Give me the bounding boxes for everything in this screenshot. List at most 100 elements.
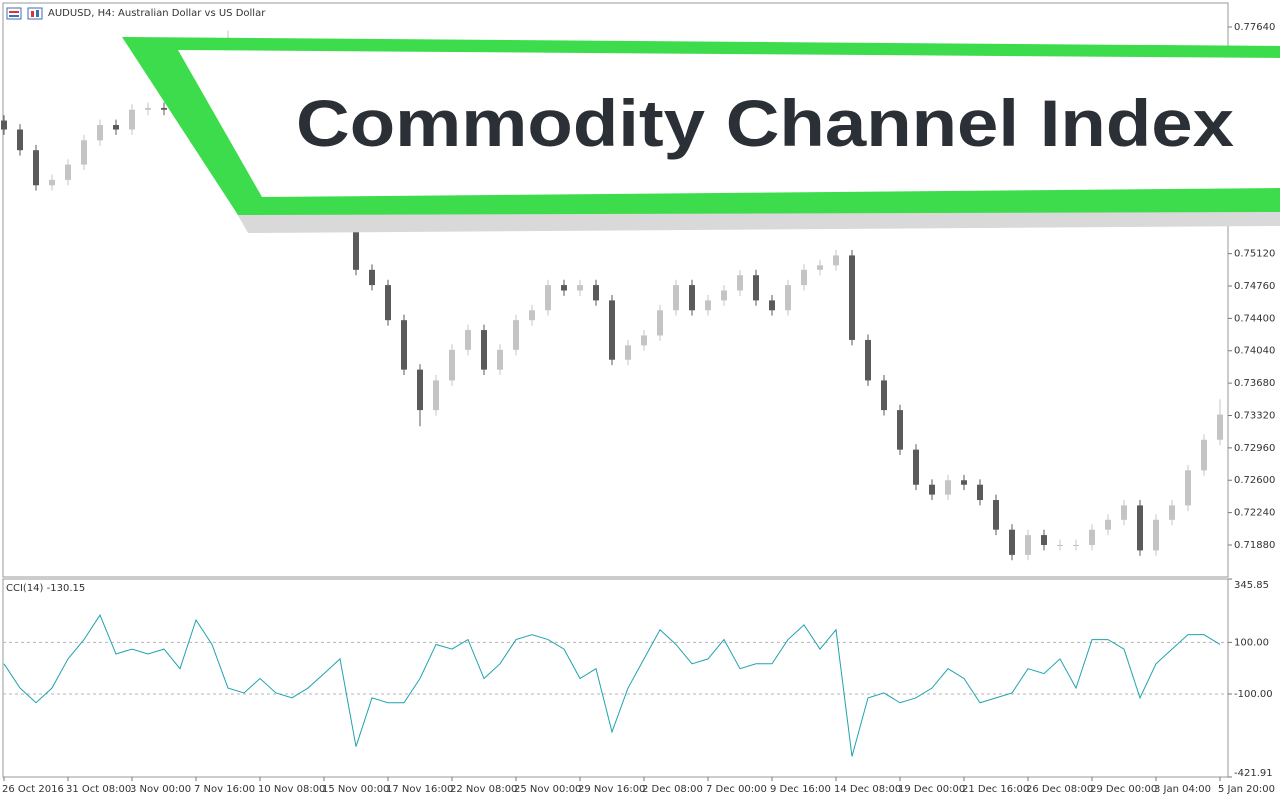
y-tick-label: 0.74400 [1234,313,1275,324]
x-tick-label: 29 Dec 00:00 [1090,784,1157,795]
candle-body [977,484,983,501]
main-frame [2,2,1229,578]
candle-body [1153,519,1159,551]
candle-body [1105,519,1111,530]
indicator-label: CCI(14) -130.15 [6,583,85,594]
candle-body [801,269,807,286]
x-tick-label: 31 Oct 08:00 [66,784,131,795]
candle-body [609,300,615,360]
y-tick-label: 0.71880 [1234,540,1275,551]
banner: Commodity Channel Index [122,37,1280,233]
banner-title: Commodity Channel Index [296,86,1234,160]
x-tick-label: 19 Dec 00:00 [898,784,965,795]
candle-body [385,285,391,321]
candle-body [849,255,855,340]
candle-body [529,310,535,321]
x-tick-label: 3 Jan 04:00 [1154,784,1211,795]
x-tick-label: 29 Nov 16:00 [578,784,645,795]
x-tick-label: 15 Nov 00:00 [322,784,389,795]
y-tick-label: 100.00 [1234,637,1269,648]
candle-body [17,129,23,151]
y-tick-label: 0.73680 [1234,378,1275,389]
x-tick-label: 2 Dec 08:00 [642,784,703,795]
candle-body [721,290,727,301]
candle-body [113,125,119,130]
candle-body [1073,544,1079,546]
y-tick-label: 0.73320 [1234,410,1275,421]
x-tick-label: 10 Nov 08:00 [258,784,325,795]
symbol-label: AUDUSD, H4: Australian Dollar vs US Doll… [48,8,266,19]
candle-body [561,285,567,291]
y-tick-label: 0.77640 [1234,22,1275,33]
x-tick-label: 26 Dec 08:00 [1026,784,1093,795]
candle-body [369,269,375,286]
x-tick-label: 17 Nov 16:00 [386,784,453,795]
candle-body [753,275,759,301]
candle-body [769,300,775,311]
candle-body [1009,529,1015,555]
x-tick-label: 22 Nov 08:00 [450,784,517,795]
candle-body [1089,529,1095,545]
candle-body [33,150,39,186]
candle-body [481,330,487,370]
candle-body [865,339,871,381]
candle-body [1201,439,1207,471]
candle-body [145,107,151,110]
icon [36,10,39,17]
y-tick-label: 0.74760 [1234,281,1275,292]
x-tick-label: 26 Oct 2016 [2,784,64,795]
candle-body [1121,505,1127,520]
candle-body [1169,505,1175,520]
candle-body [1057,544,1063,546]
candle-body [433,380,439,411]
candle-body [1217,414,1223,440]
icon [9,11,19,13]
candle-body [817,265,823,270]
candle-body [705,300,711,311]
x-tick-label: 5 Jan 20:00 [1218,784,1275,795]
candle-body [785,285,791,311]
candle-body [961,480,967,485]
x-tick-label: 7 Dec 00:00 [706,784,767,795]
candle-body [1025,535,1031,555]
candle-body [593,285,599,301]
x-tick-label: 9 Dec 16:00 [770,784,831,795]
x-tick-label: 14 Dec 08:00 [834,784,901,795]
candle-body [497,349,503,370]
candle-body [161,107,167,110]
candle-body [577,285,583,291]
indicator-frame [2,578,1229,778]
candle-body [81,140,87,165]
header: AUDUSD, H4: Australian Dollar vs US Doll… [6,7,266,594]
y-tick-label: 0.72960 [1234,443,1275,454]
candle-body [401,320,407,370]
y-tick-label: 0.72240 [1234,508,1275,519]
candle-body [449,349,455,381]
candle-body [897,410,903,450]
candle-body [881,380,887,411]
candle-body [1185,470,1191,506]
candle-body [945,480,951,495]
candle-body [625,345,631,360]
indicator-name: CCI(14) [6,583,44,594]
y-tick-label: 345.85 [1234,580,1269,591]
candle-body [97,125,103,141]
x-tick-label: 25 Nov 00:00 [514,784,581,795]
candle-body [689,285,695,311]
indicator-value: -130.15 [47,583,86,594]
candle-body [545,285,551,311]
candle-body [465,330,471,350]
candle-body [929,484,935,495]
x-tick-label: 3 Nov 00:00 [130,784,191,795]
candle-body [641,335,647,346]
candle-body [673,285,679,311]
candle-body [1041,535,1047,545]
y-tick-label: 0.72600 [1234,475,1275,486]
candle-body [657,310,663,336]
candle-body [353,214,359,270]
candle-body [1137,505,1143,551]
candle-body [913,449,919,485]
candle-body [129,109,135,130]
